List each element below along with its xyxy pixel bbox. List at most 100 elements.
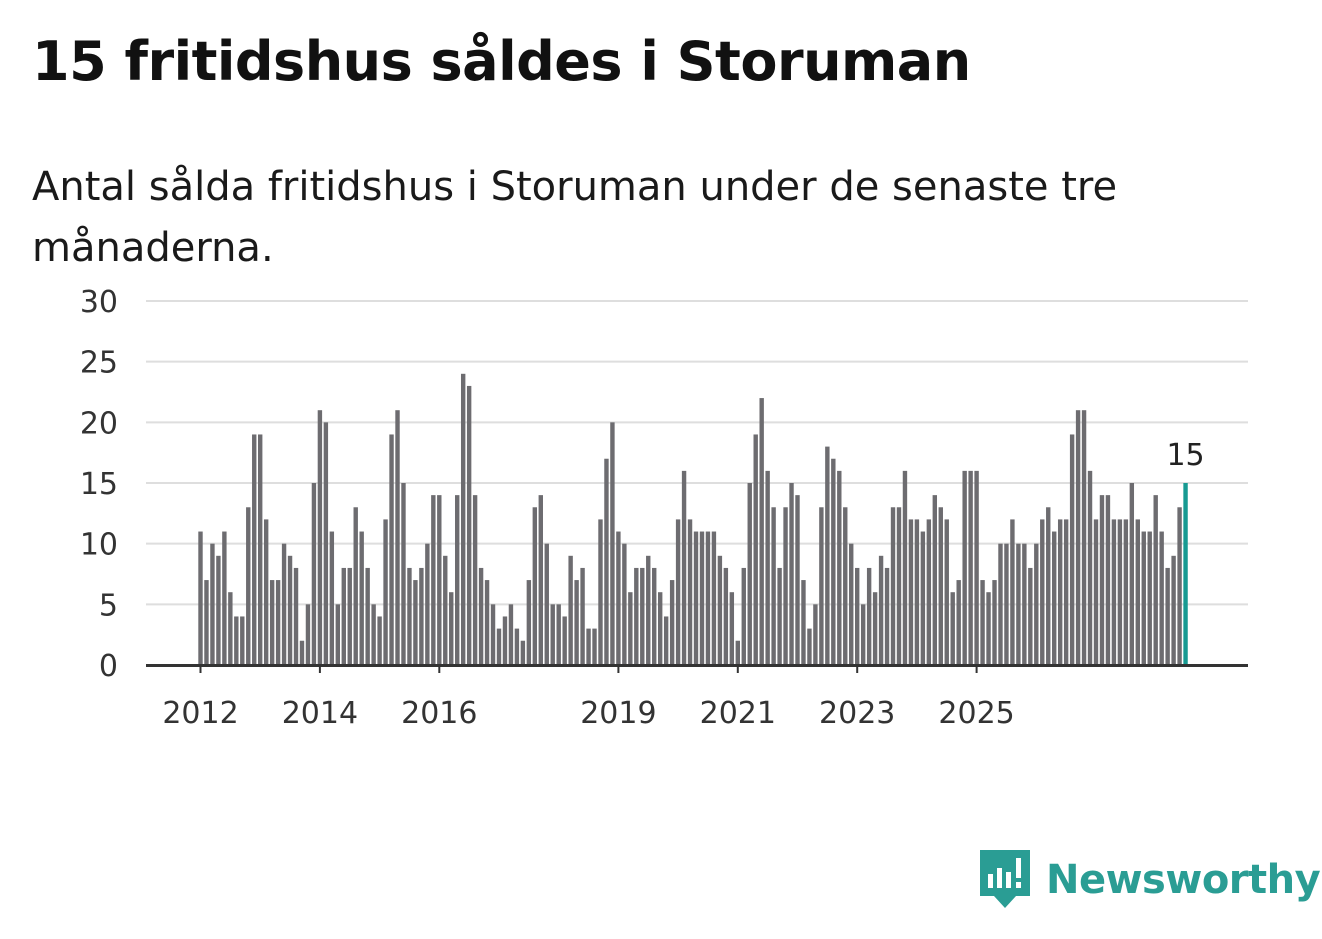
x-tick-label: 2021 bbox=[700, 696, 776, 731]
bar bbox=[765, 470, 770, 665]
bar bbox=[413, 580, 418, 665]
bar bbox=[556, 604, 561, 665]
bar bbox=[502, 616, 508, 665]
bar bbox=[508, 604, 514, 665]
bar bbox=[1040, 519, 1045, 665]
bar bbox=[437, 495, 442, 665]
bar bbox=[365, 567, 370, 665]
bar bbox=[872, 592, 878, 665]
bar bbox=[747, 483, 752, 665]
bar bbox=[616, 531, 621, 665]
bar bbox=[926, 519, 932, 665]
bar bbox=[968, 470, 973, 665]
bar bbox=[1093, 519, 1099, 665]
x-tick-label: 2023 bbox=[819, 696, 895, 731]
bar bbox=[675, 519, 681, 665]
bar bbox=[246, 507, 251, 665]
bar bbox=[383, 519, 388, 665]
x-tick-label: 2016 bbox=[401, 696, 477, 731]
bar bbox=[538, 495, 543, 665]
x-tick-label: 2019 bbox=[580, 696, 656, 731]
bar bbox=[807, 628, 812, 665]
bar bbox=[789, 483, 794, 665]
bar bbox=[974, 470, 979, 665]
y-tick-label: 10 bbox=[80, 528, 118, 563]
bar bbox=[377, 616, 382, 665]
bar bbox=[604, 458, 609, 665]
bar bbox=[263, 519, 269, 665]
bar bbox=[729, 592, 735, 665]
bar bbox=[1129, 483, 1135, 665]
bar bbox=[443, 555, 448, 665]
bar bbox=[216, 555, 221, 665]
bar bbox=[711, 531, 717, 665]
bar bbox=[932, 495, 938, 665]
bar bbox=[1147, 531, 1152, 665]
bar bbox=[425, 543, 430, 665]
bar bbox=[741, 567, 746, 665]
bar bbox=[681, 470, 687, 665]
bar bbox=[908, 519, 914, 665]
bar bbox=[902, 470, 908, 665]
bar bbox=[669, 580, 675, 665]
bar bbox=[389, 434, 394, 665]
bar bbox=[347, 567, 352, 665]
bar bbox=[317, 410, 323, 665]
bar bbox=[866, 567, 872, 665]
y-tick-label: 5 bbox=[99, 588, 118, 623]
bar bbox=[234, 616, 239, 665]
bar bbox=[837, 470, 842, 665]
bar bbox=[472, 495, 478, 665]
bar bbox=[305, 604, 311, 665]
bar bbox=[532, 507, 538, 665]
bar bbox=[275, 580, 281, 665]
bar bbox=[998, 543, 1003, 665]
bar bbox=[580, 567, 585, 665]
bar bbox=[449, 592, 454, 665]
bar bbox=[466, 385, 472, 665]
bar bbox=[407, 567, 412, 665]
bar bbox=[771, 507, 776, 665]
brand-logo: Newsworthy bbox=[980, 850, 1321, 910]
bar bbox=[1052, 531, 1057, 665]
bar bbox=[240, 616, 245, 665]
bar bbox=[843, 507, 848, 665]
bar bbox=[1010, 519, 1015, 665]
bar bbox=[705, 531, 711, 665]
bar bbox=[1111, 519, 1117, 665]
bar bbox=[1004, 543, 1009, 665]
bar bbox=[795, 495, 800, 665]
bar bbox=[311, 483, 317, 665]
x-tick-label: 2012 bbox=[162, 696, 238, 731]
bar bbox=[484, 580, 490, 665]
bar bbox=[992, 580, 997, 665]
bar bbox=[944, 519, 949, 665]
bar bbox=[717, 555, 723, 665]
bar bbox=[783, 507, 788, 665]
bar bbox=[293, 567, 299, 665]
bar bbox=[1034, 543, 1039, 665]
bar bbox=[896, 507, 902, 665]
chart-subtitle: Antal sålda fritidshus i Storuman under … bbox=[32, 164, 1118, 271]
bar bbox=[980, 580, 985, 665]
bar bbox=[1016, 543, 1021, 665]
bar bbox=[878, 555, 884, 665]
bar bbox=[819, 507, 824, 665]
bar bbox=[831, 458, 836, 665]
bar bbox=[634, 567, 639, 665]
bar bbox=[860, 604, 866, 665]
bar bbox=[1028, 567, 1033, 665]
brand-name: Newsworthy bbox=[1046, 857, 1321, 903]
bar bbox=[353, 507, 358, 665]
bar bbox=[735, 640, 740, 665]
data-label: 15 bbox=[1166, 438, 1204, 473]
bar bbox=[586, 628, 591, 665]
bar bbox=[1069, 434, 1075, 665]
bar bbox=[1099, 495, 1105, 665]
bar bbox=[550, 604, 555, 665]
bar bbox=[986, 592, 991, 665]
bar bbox=[419, 567, 424, 665]
bar bbox=[1165, 567, 1170, 665]
bar bbox=[562, 616, 567, 665]
bar bbox=[287, 555, 293, 665]
